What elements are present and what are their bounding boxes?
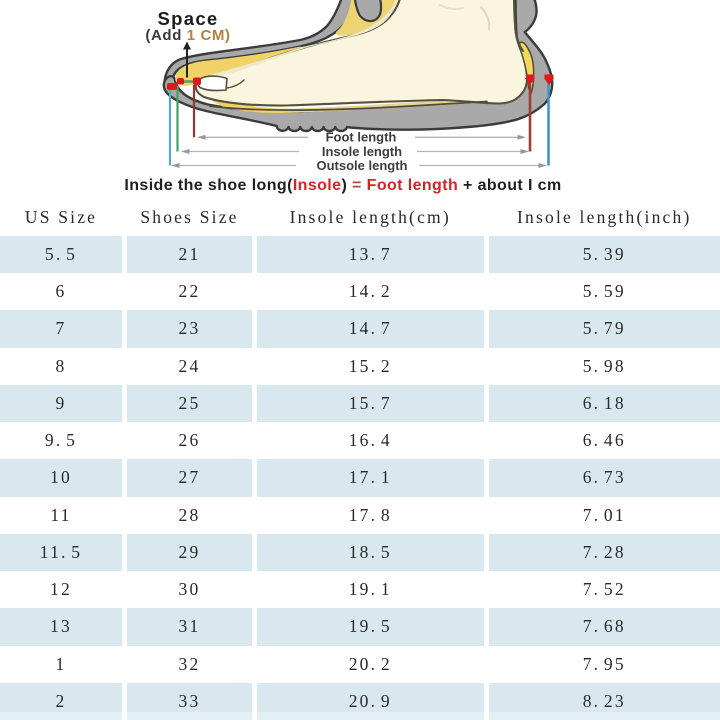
svg-text:(Add 1 CM): (Add 1 CM) <box>145 27 230 44</box>
svg-text:Outsole length: Outsole length <box>317 158 408 173</box>
svg-text:Inside the shoe long(Insole) =: Inside the shoe long(Insole) = Foot leng… <box>124 177 561 194</box>
svg-text:Insole length: Insole length <box>322 144 402 159</box>
svg-text:Space: Space <box>157 8 218 29</box>
svg-text:Foot length: Foot length <box>326 130 397 145</box>
